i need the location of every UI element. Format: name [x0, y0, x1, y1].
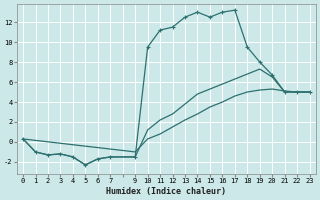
- X-axis label: Humidex (Indice chaleur): Humidex (Indice chaleur): [106, 187, 226, 196]
